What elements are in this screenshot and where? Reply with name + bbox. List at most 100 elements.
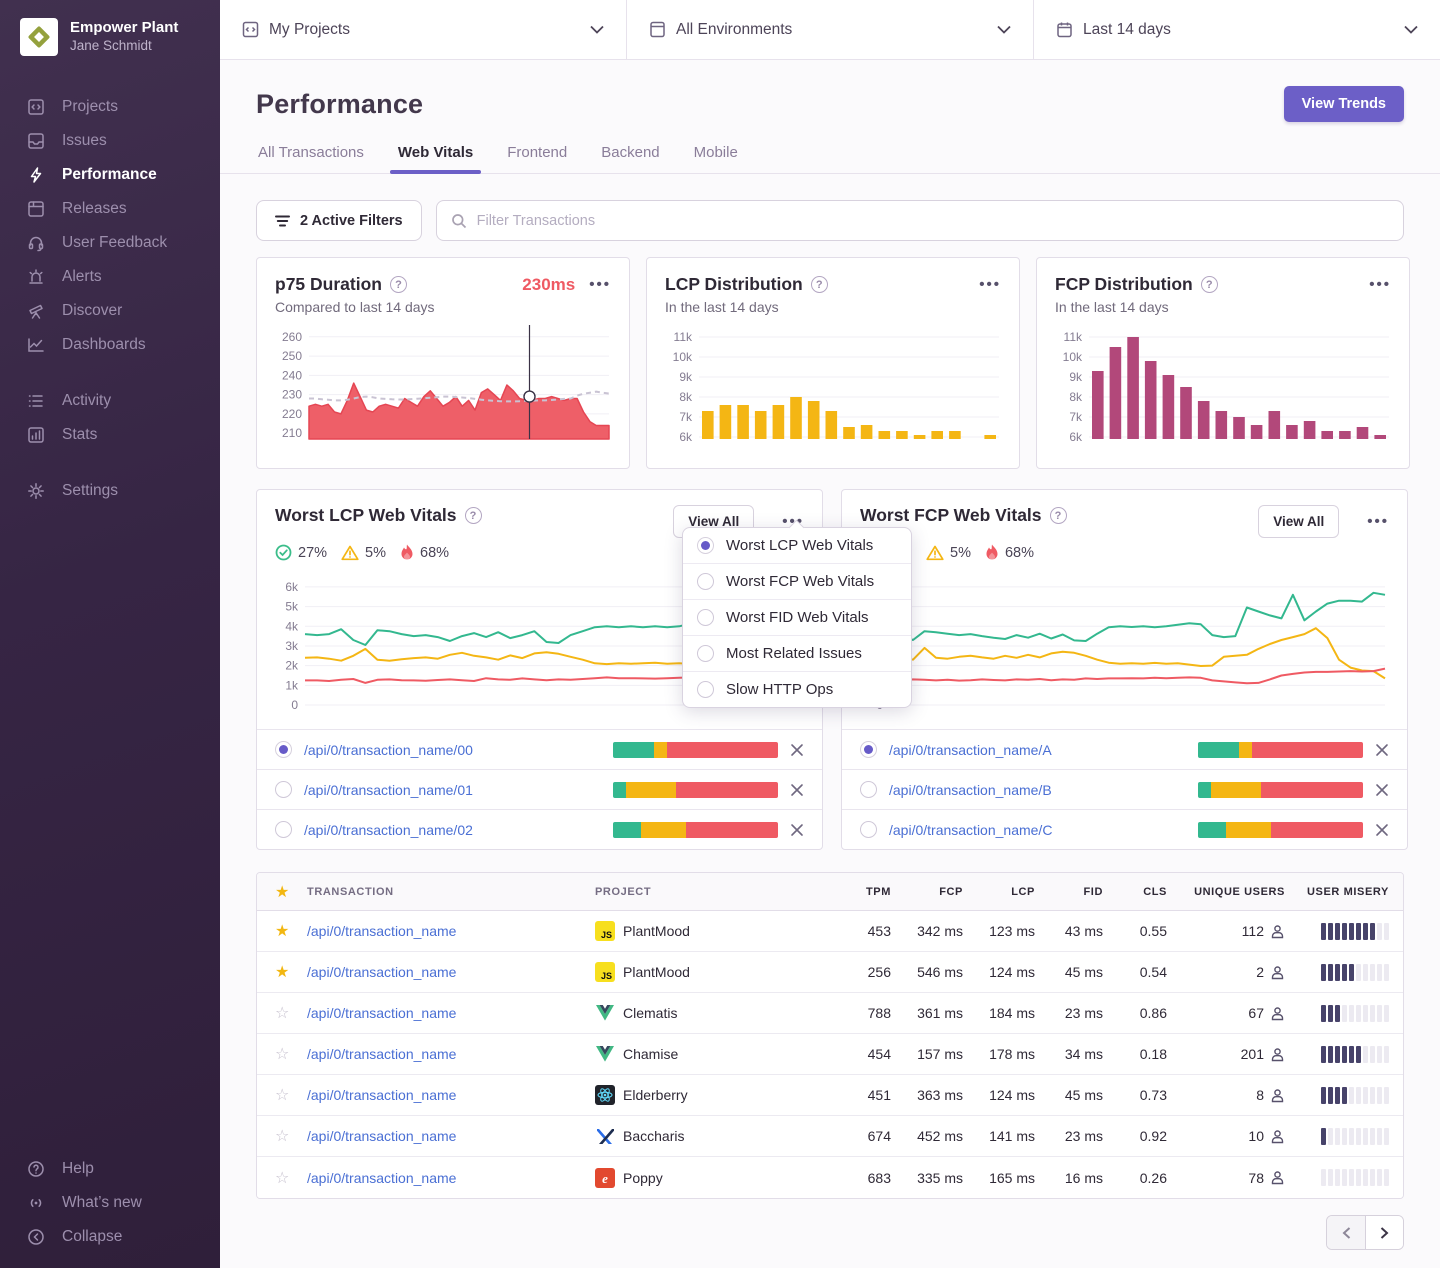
help-icon[interactable]: ?	[389, 276, 407, 293]
project-cell[interactable]: Chamise	[589, 1044, 833, 1064]
project-cell[interactable]: Baccharis	[589, 1126, 833, 1146]
next-page-button[interactable]	[1365, 1216, 1403, 1249]
star-icon[interactable]: ☆	[275, 1128, 290, 1145]
transaction-link[interactable]: /api/0/transaction_name/02	[304, 821, 473, 838]
tab-web-vitals[interactable]: Web Vitals	[389, 144, 482, 174]
active-filters-button[interactable]: 2 Active Filters	[256, 200, 422, 241]
sidebar-item-label: Releases	[62, 200, 127, 217]
star-icon[interactable]: ☆	[275, 1087, 290, 1104]
tab-mobile[interactable]: Mobile	[693, 144, 738, 161]
project-cell[interactable]: JS PlantMood	[589, 962, 833, 982]
radio-button[interactable]	[860, 741, 877, 758]
transaction-link[interactable]: /api/0/transaction_name	[307, 1046, 457, 1062]
sidebar-item-stats[interactable]: Stats	[0, 418, 220, 452]
fire-icon	[985, 544, 999, 561]
svg-text:JS: JS	[601, 930, 612, 940]
org-switcher[interactable]: Empower Plant Jane Schmidt	[0, 18, 220, 56]
close-icon[interactable]	[1375, 743, 1389, 757]
sidebar-item-issues[interactable]: Issues	[0, 124, 220, 158]
sidebar-item-activity[interactable]: Activity	[0, 384, 220, 418]
radio-button[interactable]	[275, 781, 292, 798]
ellipsis-menu-icon[interactable]: •••	[589, 275, 611, 293]
tab-all-transactions[interactable]: All Transactions	[258, 144, 364, 161]
previous-page-button[interactable]	[1327, 1216, 1365, 1249]
star-icon[interactable]: ★	[275, 923, 290, 940]
transaction-link[interactable]: /api/0/transaction_name/B	[889, 781, 1052, 798]
project-cell[interactable]: Clematis	[589, 1003, 833, 1023]
help-icon[interactable]: ?	[810, 276, 828, 293]
telescope-icon	[26, 301, 46, 321]
vitals-transaction-row: /api/0/transaction_name/00	[257, 729, 822, 769]
transaction-link[interactable]: /api/0/transaction_name	[307, 1128, 457, 1144]
sidebar-item-settings[interactable]: Settings	[0, 474, 220, 508]
close-icon[interactable]	[790, 783, 804, 797]
sidebar-item-projects[interactable]: Projects	[0, 90, 220, 124]
column-header-unique-users[interactable]: UNIQUE USERS	[1194, 885, 1285, 898]
star-icon[interactable]: ☆	[275, 1169, 290, 1187]
radio-button[interactable]	[860, 821, 877, 838]
close-icon[interactable]	[790, 743, 804, 757]
radio-button[interactable]	[275, 821, 292, 838]
transaction-link[interactable]: /api/0/transaction_name/01	[304, 781, 473, 798]
help-icon[interactable]: ?	[1200, 276, 1218, 293]
sidebar-item-performance[interactable]: Performance	[0, 158, 220, 192]
ellipsis-menu-icon[interactable]: •••	[979, 275, 1001, 293]
transaction-link[interactable]: /api/0/transaction_name	[307, 923, 457, 939]
close-icon[interactable]	[1375, 823, 1389, 837]
project-cell[interactable]: JS PlantMood	[589, 921, 833, 941]
menu-item-worst-fcp-web-vitals[interactable]: Worst FCP Web Vitals	[683, 564, 911, 600]
sidebar-item-releases[interactable]: Releases	[0, 192, 220, 226]
star-icon[interactable]: ★	[275, 964, 290, 981]
menu-item-worst-lcp-web-vitals[interactable]: Worst LCP Web Vitals	[683, 528, 911, 564]
menu-item-most-related-issues[interactable]: Most Related Issues	[683, 636, 911, 672]
close-icon[interactable]	[1375, 783, 1389, 797]
ellipsis-menu-icon[interactable]: •••	[1369, 275, 1391, 293]
column-header-fid[interactable]: FID	[1083, 885, 1103, 898]
tab-backend[interactable]: Backend	[601, 144, 660, 161]
sidebar-item-user-feedback[interactable]: User Feedback	[0, 226, 220, 260]
help-icon[interactable]: ?	[1049, 507, 1067, 524]
column-header-user-misery[interactable]: USER MISERY	[1307, 885, 1389, 898]
column-header-cls[interactable]: CLS	[1143, 885, 1167, 898]
project-cell[interactable]: e Poppy	[589, 1167, 833, 1188]
column-header-lcp[interactable]: LCP	[1011, 885, 1035, 898]
transaction-link[interactable]: /api/0/transaction_name	[307, 1169, 457, 1186]
environment-selector[interactable]: All Environments	[627, 0, 1034, 59]
column-header-fcp[interactable]: FCP	[939, 885, 963, 898]
help-icon[interactable]: ?	[464, 507, 482, 524]
transaction-link[interactable]: /api/0/transaction_name	[307, 1087, 457, 1103]
column-header-tpm[interactable]: TPM	[865, 885, 891, 898]
star-icon[interactable]: ☆	[275, 1046, 290, 1063]
transaction-link[interactable]: /api/0/transaction_name/00	[304, 741, 473, 758]
radio-button	[697, 573, 714, 590]
sidebar-item-what-s-new[interactable]: What’s new	[0, 1186, 220, 1220]
project-cell[interactable]: Elderberry	[589, 1085, 833, 1105]
star-icon[interactable]: ★	[275, 883, 290, 901]
view-trends-button[interactable]: View Trends	[1283, 86, 1404, 122]
menu-item-slow-http-ops[interactable]: Slow HTTP Ops	[683, 672, 911, 707]
menu-item-worst-fid-web-vitals[interactable]: Worst FID Web Vitals	[683, 600, 911, 636]
radio-button[interactable]	[860, 781, 877, 798]
sidebar-item-help[interactable]: Help	[0, 1152, 220, 1186]
transaction-search[interactable]	[435, 200, 1404, 241]
column-header-project[interactable]: PROJECT	[595, 885, 652, 898]
sidebar-item-discover[interactable]: Discover	[0, 294, 220, 328]
tab-frontend[interactable]: Frontend	[507, 144, 568, 161]
transaction-link[interactable]: /api/0/transaction_name	[307, 964, 457, 980]
star-icon[interactable]: ☆	[275, 1005, 290, 1022]
sidebar-item-alerts[interactable]: Alerts	[0, 260, 220, 294]
transaction-link[interactable]: /api/0/transaction_name/A	[889, 741, 1052, 758]
close-icon[interactable]	[790, 823, 804, 837]
sidebar-item-dashboards[interactable]: Dashboards	[0, 328, 220, 362]
transaction-link[interactable]: /api/0/transaction_name/C	[889, 821, 1053, 838]
transaction-link[interactable]: /api/0/transaction_name	[307, 1005, 457, 1021]
view-all-button[interactable]: View All	[1258, 505, 1340, 538]
org-name: Empower Plant	[70, 19, 179, 37]
daterange-selector[interactable]: Last 14 days	[1034, 0, 1440, 59]
radio-button[interactable]	[275, 741, 292, 758]
project-selector[interactable]: My Projects	[220, 0, 627, 59]
search-input[interactable]	[476, 212, 1389, 229]
column-header-transaction[interactable]: TRANSACTION	[307, 885, 394, 898]
sidebar-item-collapse[interactable]: Collapse	[0, 1220, 220, 1254]
ellipsis-menu-icon[interactable]: •••	[1367, 512, 1389, 530]
